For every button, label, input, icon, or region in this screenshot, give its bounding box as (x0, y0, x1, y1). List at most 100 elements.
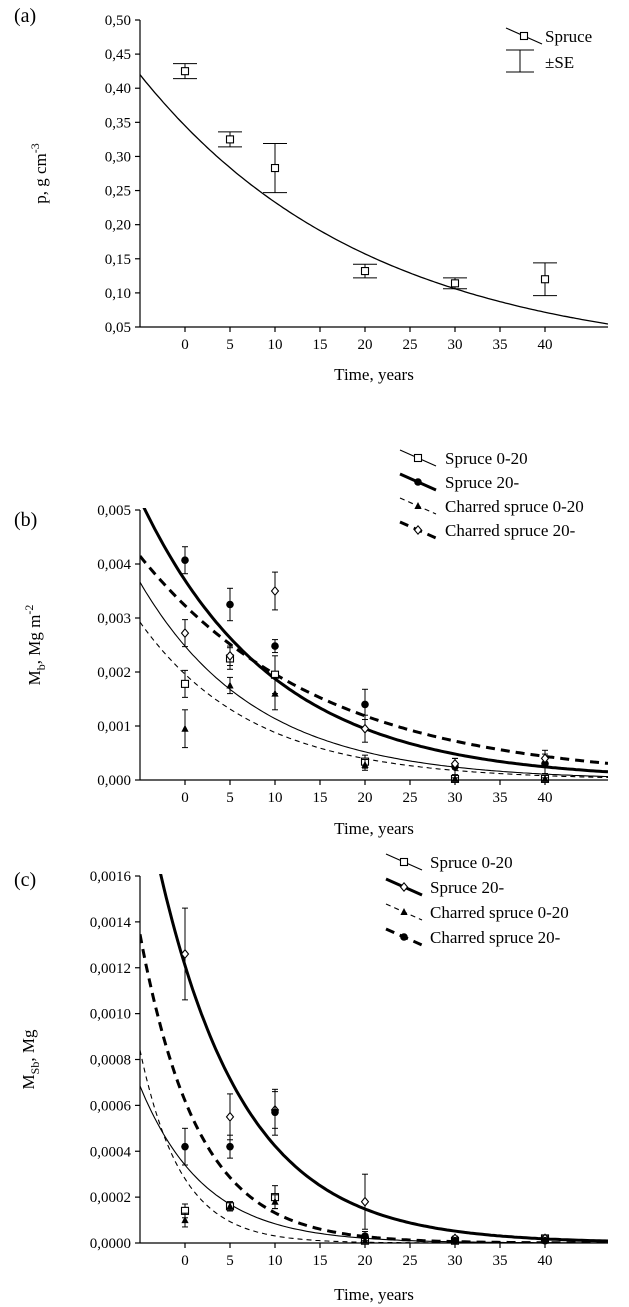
data-point (541, 1236, 549, 1245)
data-point (450, 758, 460, 769)
data-point (270, 585, 280, 597)
legend-label: Charred spruce 0-20 (445, 497, 584, 516)
data-point (226, 600, 234, 609)
y-tick-label: 0,001 (97, 719, 131, 735)
y-tick-label: 0,0016 (90, 869, 132, 885)
fit-curve-charred-spruce-0-20 (140, 1049, 608, 1243)
legend: Spruce ±SE (505, 27, 592, 73)
series-charred-spruce-20- (181, 1088, 549, 1245)
x-tick-label: 20 (358, 337, 373, 353)
y-title-rest: , Mg m (25, 615, 44, 665)
y-title-rest-sup: -2 (22, 605, 36, 615)
legend-label: Charred spruce 20- (430, 928, 561, 947)
fit-curve-spruce-0-20 (140, 581, 608, 778)
data-point (181, 1216, 189, 1224)
data-point (225, 135, 235, 144)
y-tick-label: 0,0004 (90, 1144, 132, 1160)
data-point (226, 681, 234, 689)
data-point (451, 1236, 459, 1245)
y-tick-label: 0,35 (105, 115, 131, 131)
legend-marker (413, 453, 423, 463)
x-tick-label: 25 (403, 790, 418, 806)
legend-marker (399, 857, 409, 867)
chart-panel-b: (b) 0,000 0,001 0,002 0,003 0,004 0,005 0 5 10 15 2… (14, 449, 608, 838)
x-tick-label: 10 (268, 1253, 283, 1269)
x-tick-label: 0 (181, 1253, 189, 1269)
fit-curve-spruce (140, 74, 608, 325)
data-point (181, 556, 189, 565)
legend-label: Spruce 20- (430, 878, 504, 897)
data-point (361, 700, 369, 709)
y-tick-label: 0,0008 (90, 1053, 131, 1069)
x-tick-label: 5 (226, 1253, 234, 1269)
panel-label: (c) (14, 869, 36, 891)
y-tick-label: 0,0000 (90, 1236, 131, 1252)
data-point (361, 1232, 369, 1240)
legend-label: Charred spruce 20- (445, 521, 576, 540)
legend-marker (519, 31, 529, 41)
x-tick-label: 40 (538, 790, 553, 806)
x-tick-label: 5 (226, 790, 234, 806)
y-tick-label: 0,0014 (90, 915, 132, 931)
data-point (180, 628, 190, 639)
data-point (271, 1108, 279, 1117)
x-tick-label: 10 (268, 337, 283, 353)
data-point (450, 279, 460, 288)
x-axis-title: Time, years (334, 365, 414, 384)
x-tick-label: 30 (448, 337, 463, 353)
series-charred-spruce-20- (180, 571, 550, 770)
y-tick-label: 0,004 (97, 557, 131, 573)
legend-label: Spruce 0-20 (445, 449, 528, 468)
data-point (181, 724, 189, 732)
fit-curve-charred-spruce-20- (140, 934, 608, 1243)
data-point (180, 679, 190, 688)
legend-marker (414, 478, 422, 486)
data-point (270, 163, 280, 173)
series-spruce-20- (180, 907, 550, 1244)
x-tick-label: 0 (181, 790, 189, 806)
data-point (271, 689, 279, 697)
y-title-sup: -3 (28, 143, 42, 153)
data-point (225, 650, 235, 661)
series-spruce (173, 63, 557, 297)
x-tick-label: 15 (313, 790, 328, 806)
y-tick-label: 0,15 (105, 252, 131, 268)
x-tick-label: 35 (493, 337, 508, 353)
y-tick-label: 0,10 (105, 286, 131, 302)
y-tick-label: 0,003 (97, 611, 131, 627)
x-axis-title: Time, years (334, 1285, 414, 1304)
legend-label: Spruce 20- (445, 473, 519, 492)
x-tick-label: 20 (358, 1253, 373, 1269)
data-point (271, 642, 279, 650)
y-title-sub: b (34, 664, 48, 670)
y-title-main: M (25, 670, 44, 685)
y-tick-label: 0,45 (105, 47, 131, 63)
x-tick-label: 35 (493, 1253, 508, 1269)
x-tick-label: 40 (538, 337, 553, 353)
y-tick-label: 0,50 (105, 13, 131, 29)
fit-curve-spruce-20- (142, 508, 608, 774)
data-point (271, 1197, 279, 1205)
x-tick-label: 40 (538, 1253, 553, 1269)
data-point (451, 774, 459, 782)
chart-panel-c: (c) 0,0000 0,0002 0,0004 0,0006 0,0008 0,0010 0… (14, 853, 608, 1304)
x-tick-label: 25 (403, 337, 418, 353)
data-point (360, 723, 370, 734)
data-point (541, 774, 549, 782)
y-tick-label: 0,000 (97, 773, 131, 789)
y-title-main: M (19, 1074, 38, 1089)
y-title-main: p, g cm (31, 153, 50, 204)
data-point (226, 1142, 234, 1151)
x-tick-label: 35 (493, 790, 508, 806)
legend: Spruce 0-20 Spruce 20- Charred spruce 0-20… (385, 853, 569, 947)
y-tick-label: 0,20 (105, 218, 131, 234)
legend-label: Charred spruce 0-20 (430, 903, 569, 922)
legend-marker (399, 881, 409, 893)
fit-curve-spruce-20- (159, 874, 608, 1243)
panel-label: (a) (14, 5, 36, 27)
legend-label: Spruce 0-20 (430, 853, 513, 872)
x-tick-label: 15 (313, 1253, 328, 1269)
data-point (540, 753, 550, 764)
x-tick-label: 0 (181, 337, 189, 353)
